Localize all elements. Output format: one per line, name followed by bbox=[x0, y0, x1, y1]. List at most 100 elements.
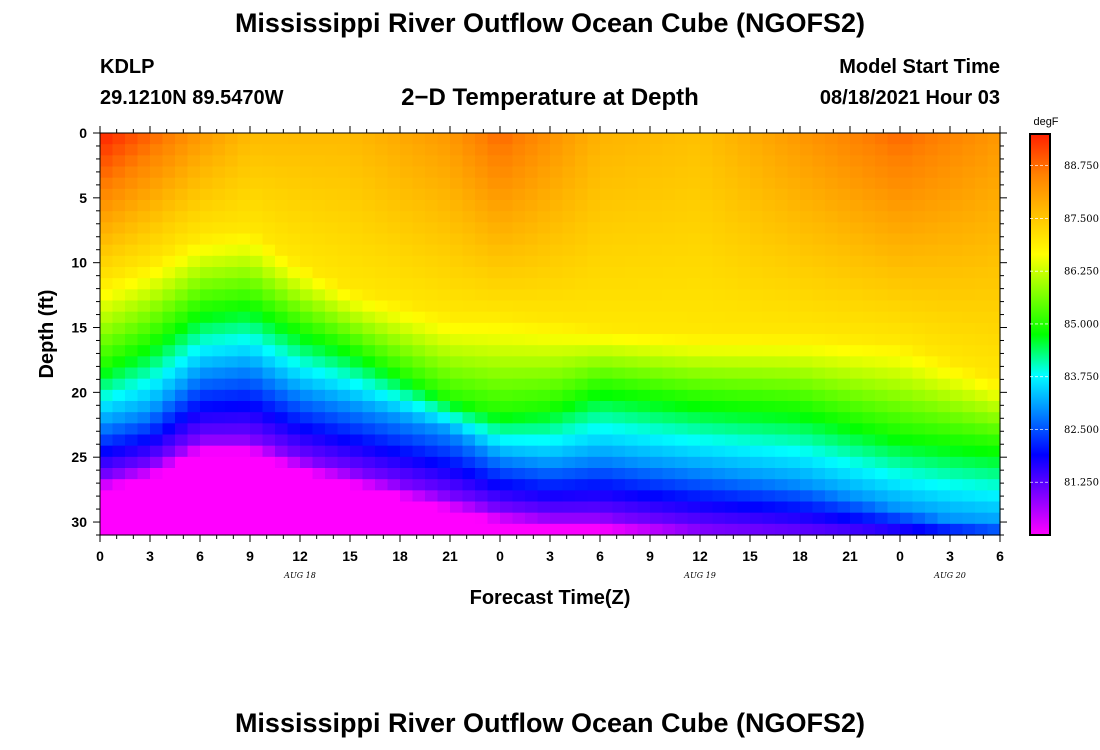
heatmap-cell bbox=[787, 200, 801, 212]
heatmap-cell bbox=[137, 523, 151, 536]
heatmap-cell bbox=[250, 322, 264, 335]
heatmap-cell bbox=[912, 211, 926, 223]
heatmap-cell bbox=[112, 211, 126, 223]
heatmap-cell bbox=[975, 445, 989, 458]
heatmap-cell bbox=[587, 188, 601, 201]
heatmap-cell bbox=[700, 345, 714, 357]
heatmap-cell bbox=[450, 133, 464, 145]
heatmap-cell bbox=[525, 222, 539, 235]
heatmap-cell bbox=[887, 289, 901, 302]
heatmap-cell bbox=[462, 523, 476, 536]
heatmap-cell bbox=[875, 490, 889, 503]
heatmap-cell bbox=[900, 412, 914, 424]
heatmap-cell bbox=[125, 468, 139, 480]
heatmap-cell bbox=[587, 233, 601, 246]
heatmap-cell bbox=[375, 289, 389, 302]
y-tick-label: 30 bbox=[71, 514, 87, 530]
heatmap-cell bbox=[725, 267, 739, 279]
heatmap-cell bbox=[250, 479, 264, 491]
heatmap-cell bbox=[112, 311, 126, 324]
heatmap-cell bbox=[725, 233, 739, 246]
heatmap-cell bbox=[925, 200, 939, 212]
heatmap-cell bbox=[837, 322, 851, 335]
heatmap-cell bbox=[687, 278, 701, 290]
heatmap-cell bbox=[175, 322, 189, 335]
heatmap-cell bbox=[175, 155, 189, 168]
heatmap-cell bbox=[912, 222, 926, 235]
heatmap-cell bbox=[550, 389, 564, 402]
heatmap-cell bbox=[200, 155, 214, 168]
heatmap-cell bbox=[787, 356, 801, 369]
heatmap-cell bbox=[650, 512, 664, 525]
heatmap-cell bbox=[825, 322, 839, 335]
y-tick-label: 15 bbox=[71, 320, 87, 336]
heatmap-cell bbox=[400, 177, 414, 190]
heatmap-cell bbox=[462, 367, 476, 380]
heatmap-cell bbox=[925, 222, 939, 235]
heatmap-cell bbox=[787, 144, 801, 156]
heatmap-cell bbox=[262, 222, 276, 235]
heatmap-cell bbox=[362, 244, 376, 257]
heatmap-cell bbox=[200, 300, 214, 313]
heatmap-cell bbox=[237, 378, 251, 391]
heatmap-cell bbox=[537, 356, 551, 369]
heatmap-cell bbox=[650, 401, 664, 413]
heatmap-cell bbox=[437, 367, 451, 380]
heatmap-cell bbox=[225, 334, 239, 346]
heatmap-cell bbox=[487, 311, 501, 324]
heatmap-cell bbox=[837, 356, 851, 369]
heatmap-cell bbox=[662, 501, 676, 514]
heatmap-cell bbox=[912, 423, 926, 436]
heatmap-cell bbox=[725, 468, 739, 480]
heatmap-cell bbox=[925, 177, 939, 190]
heatmap-cell bbox=[300, 367, 314, 380]
heatmap-cell bbox=[187, 222, 201, 235]
heatmap-cell bbox=[150, 523, 164, 536]
heatmap-cell bbox=[337, 479, 351, 491]
heatmap-cell bbox=[962, 133, 976, 145]
heatmap-cell bbox=[650, 445, 664, 458]
heatmap-cell bbox=[762, 389, 776, 402]
heatmap-cell bbox=[937, 222, 951, 235]
heatmap-cell bbox=[912, 133, 926, 145]
heatmap-cell bbox=[225, 501, 239, 514]
heatmap-cell bbox=[812, 222, 826, 235]
heatmap-cell bbox=[575, 378, 589, 391]
heatmap-cell bbox=[687, 311, 701, 324]
heatmap-cell bbox=[250, 378, 264, 391]
heatmap-cell bbox=[100, 255, 114, 268]
heatmap-cell bbox=[512, 445, 526, 458]
heatmap-cell bbox=[125, 289, 139, 302]
heatmap-cell bbox=[575, 423, 589, 436]
heatmap-cell bbox=[712, 434, 726, 447]
heatmap-cell bbox=[387, 501, 401, 514]
heatmap-cell bbox=[700, 177, 714, 190]
heatmap-cell bbox=[400, 512, 414, 525]
heatmap-cell bbox=[275, 512, 289, 525]
heatmap-cell bbox=[825, 278, 839, 290]
heatmap-cell bbox=[225, 423, 239, 436]
heatmap-cell bbox=[625, 300, 639, 313]
heatmap-cell bbox=[262, 334, 276, 346]
heatmap-cell bbox=[812, 356, 826, 369]
heatmap-cell bbox=[625, 512, 639, 525]
heatmap-cell bbox=[112, 512, 126, 525]
heatmap-cell bbox=[950, 244, 964, 257]
heatmap-cell bbox=[900, 334, 914, 346]
heatmap-cell bbox=[400, 423, 414, 436]
heatmap-cell bbox=[525, 501, 539, 514]
heatmap-cell bbox=[775, 345, 789, 357]
heatmap-cell bbox=[825, 490, 839, 503]
heatmap-cell bbox=[200, 512, 214, 525]
heatmap-cell bbox=[312, 490, 326, 503]
heatmap-cell bbox=[187, 311, 201, 324]
heatmap-cell bbox=[375, 501, 389, 514]
heatmap-cell bbox=[612, 289, 626, 302]
heatmap-cell bbox=[900, 278, 914, 290]
heatmap-cell bbox=[637, 322, 651, 335]
heatmap-cell bbox=[887, 378, 901, 391]
heatmap-cell bbox=[925, 490, 939, 503]
heatmap-cell bbox=[675, 188, 689, 201]
heatmap-cell bbox=[975, 255, 989, 268]
heatmap-cell bbox=[587, 412, 601, 424]
